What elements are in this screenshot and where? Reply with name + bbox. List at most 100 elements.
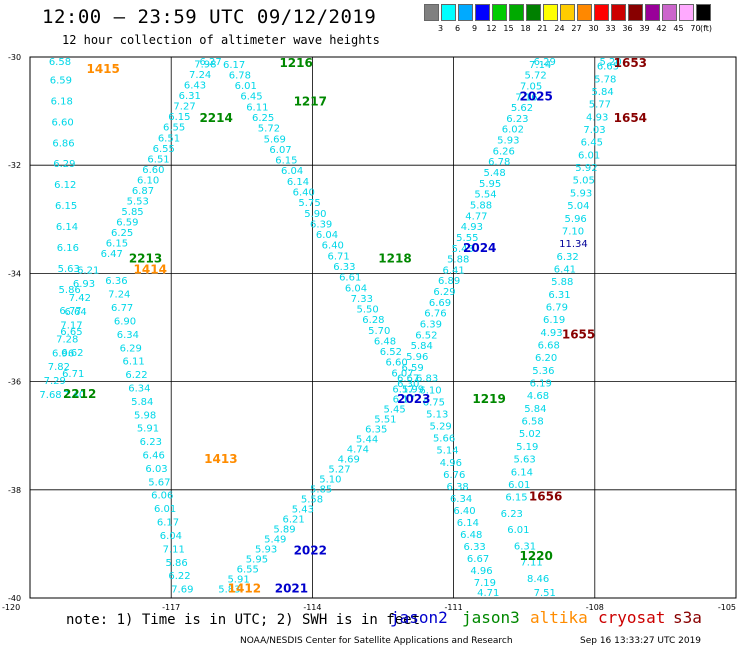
- swh-value: 5.84: [131, 397, 153, 408]
- swh-value: 6.55: [153, 144, 175, 155]
- swh-value: 6.31: [514, 541, 536, 552]
- swh-value: 6.17: [393, 394, 415, 405]
- swh-value: 7.51: [534, 588, 556, 599]
- swh-value: 6.01: [507, 525, 529, 536]
- swh-value: 6.12: [54, 180, 76, 191]
- swh-value: 6.60: [51, 117, 73, 128]
- swh-value: 6.17: [157, 518, 179, 529]
- swh-value: 6.17: [392, 384, 414, 395]
- map-gridlines: [30, 57, 736, 598]
- swh-value: 5.88: [470, 200, 492, 211]
- scale-label: 21: [537, 24, 548, 33]
- track: 6.23 6.01 6.31 7.11 8.46 7.51: [501, 509, 556, 599]
- swh-value: 5.36: [532, 366, 554, 377]
- swh-value: 6.11: [246, 102, 268, 113]
- swh-value: 6.38: [447, 482, 469, 493]
- swh-value: 5.58: [301, 495, 323, 506]
- swh-value: 6.60: [142, 165, 164, 176]
- pass-time-label: 2021: [275, 582, 308, 596]
- swh-value: 4.93: [586, 112, 608, 123]
- swh-value: 5.70: [368, 326, 390, 337]
- scale-swatch: [492, 4, 507, 21]
- scale-unit-label: (ft): [700, 24, 713, 33]
- swh-value: 5.93: [570, 188, 592, 199]
- swh-value: 5.27: [328, 464, 350, 475]
- swh-value: 6.87: [132, 186, 154, 197]
- scale-swatch: [441, 4, 456, 21]
- swh-value: 6.15: [168, 112, 190, 123]
- swh-value: 5.44: [356, 434, 378, 445]
- swh-value: 5.75: [298, 198, 320, 209]
- scale-swatch: [645, 4, 660, 21]
- swh-value: 7.03: [583, 125, 605, 136]
- swh-value: 6.65: [597, 62, 619, 73]
- pass-time-label: 2024: [463, 241, 496, 255]
- swh-value: 5.84: [591, 87, 613, 98]
- swh-value: 6.41: [443, 265, 465, 276]
- swh-value: 6.90: [114, 316, 136, 327]
- scale-label: 39: [639, 24, 650, 33]
- swh-value: 6.15: [106, 239, 128, 250]
- swh-value: 6.17: [223, 60, 245, 71]
- swh-value: 6.01: [578, 150, 600, 161]
- swh-value: 4.96: [440, 458, 462, 469]
- legend-jason3: jason3: [462, 608, 520, 627]
- swh-value: 6.22: [168, 571, 190, 582]
- track: 6.836.106.755.135.295.665.144.966.766.38…: [416, 374, 499, 599]
- swh-value: 6.25: [111, 228, 133, 239]
- swh-value: 5.72: [258, 124, 280, 135]
- swh-value: 6.34: [128, 383, 150, 394]
- swh-value: 6.03: [145, 464, 167, 475]
- swh-value: 6.96: [52, 348, 74, 359]
- track: 6.476.156.256.595.855.536.876.106.606.51…: [101, 57, 222, 260]
- swh-value: 5.66: [433, 434, 455, 445]
- swh-value: 6.55: [237, 565, 259, 576]
- page-subtitle: 12 hour collection of altimeter wave hei…: [62, 33, 380, 47]
- swh-value: 7.98: [194, 60, 216, 71]
- swh-value: 5.14: [436, 446, 458, 457]
- swh-value: 5.96: [565, 214, 587, 225]
- swh-value: 6.10: [137, 175, 159, 186]
- swh-value: 6.65: [60, 327, 82, 338]
- swh-value: 4.96: [470, 566, 492, 577]
- swh-value: 5.85: [121, 207, 143, 218]
- scale-swatch: [679, 4, 694, 21]
- longitude-tick-label: -105: [718, 603, 736, 610]
- swh-value: 7.33: [351, 294, 373, 305]
- scale-label: 45: [673, 24, 684, 33]
- swh-value: 6.40: [293, 187, 315, 198]
- pass-time-label: 1653: [614, 56, 647, 70]
- scale-label: 30: [588, 24, 599, 33]
- swh-value: 7.28: [56, 335, 78, 346]
- swh-value: 6.31: [179, 91, 201, 102]
- swh-value: 7.29: [44, 376, 66, 387]
- swh-value: 6.45: [581, 138, 603, 149]
- swh-value: 6.89: [438, 276, 460, 287]
- swh-value: 6.28: [362, 315, 384, 326]
- swh-value: 5.45: [383, 404, 405, 415]
- swh-value: 6.07: [391, 368, 413, 379]
- swh-value: 6.29: [534, 57, 556, 68]
- swh-value: 6.23: [501, 509, 523, 520]
- swh-value: 5.84: [524, 404, 546, 415]
- swh-value: 5.86: [59, 285, 81, 296]
- swh-value: 6.01: [508, 480, 530, 491]
- swh-value: 5.84: [411, 341, 433, 352]
- scale-label: 15: [503, 24, 514, 33]
- swh-value: 8.46: [527, 574, 549, 585]
- swh-value: 6.32: [556, 252, 578, 263]
- swh-value: 4.77: [465, 211, 487, 222]
- swh-value: 6.35: [365, 424, 387, 435]
- scale-swatch: [424, 4, 439, 21]
- swh-value: 6.22: [125, 370, 147, 381]
- swh-value: 7.68: [39, 390, 61, 401]
- scale-swatch: [475, 4, 490, 21]
- longitude-tick-label: -117: [162, 603, 180, 610]
- swh-value: 5.99: [402, 384, 424, 395]
- swh-value: 4.69: [338, 454, 360, 465]
- swh-value: 7.42: [69, 293, 91, 304]
- swh-value: 7.14: [529, 60, 551, 71]
- swh-value: 6.34: [117, 330, 139, 341]
- swh-value: 5.69: [264, 134, 286, 145]
